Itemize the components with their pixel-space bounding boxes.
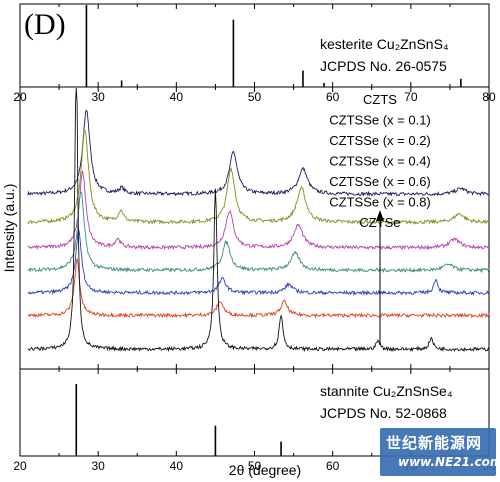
top-annotation-line2: JCPDS No. 26-0575: [320, 58, 447, 74]
x-tick-label: 40: [170, 459, 184, 473]
bottom-annotation-line1: stannite Cu₂ZnSnSe₄: [320, 383, 453, 399]
x-tick-label: 20: [13, 459, 27, 473]
xrd-line: [27, 87, 490, 353]
x-axis-label: 2θ (degree): [229, 462, 301, 478]
x-tick-label: 30: [91, 90, 105, 104]
xrd-line: [27, 258, 490, 319]
x-tick-label: 40: [170, 90, 184, 104]
y-axis-label: Intensity (a.u.): [1, 184, 17, 273]
xrd-line: [27, 170, 490, 251]
x-tick-label: 30: [91, 459, 105, 473]
middle-panel-axis: [19, 87, 490, 369]
x-tick-label: 60: [326, 90, 340, 104]
xrd-line: [27, 129, 490, 226]
legend-entry: CZTSSe (x = 0.6): [329, 174, 431, 189]
top-panel-axis: 20 30 40 50 60 70 80: [13, 4, 496, 104]
x-tick-label: 60: [326, 459, 340, 473]
xrd-line: [27, 109, 490, 198]
legend-entry: CZTSSe (x = 0.2): [329, 133, 431, 148]
watermark-line1: 世纪新能源网: [386, 434, 483, 452]
xrd-line: [27, 191, 490, 274]
watermark-logo: 世纪新能源网 www.NE21.com: [380, 428, 500, 476]
x-tick-label: 80: [482, 90, 496, 104]
legend-entry: CZTSSe (x = 0.4): [329, 154, 431, 169]
top-annotation-line1: kesterite Cu₂ZnSnS₄: [320, 36, 449, 52]
x-tick-label: 50: [248, 459, 262, 473]
legend-entry: CZTS: [363, 92, 397, 107]
middle-panel-frame: [19, 86, 490, 370]
top-reference-bars: [85, 5, 462, 87]
legend-arrowhead: [376, 210, 384, 221]
legend-entry: CZTSSe (x = 0.8): [329, 195, 431, 210]
bottom-reference-bars: [75, 384, 282, 456]
bottom-annotation-line2: JCPDS No. 52-0868: [320, 405, 447, 421]
legend: CZTS CZTSSe (x = 0.1) CZTSSe (x = 0.2) CZTS…: [329, 92, 431, 230]
panel-label: (D): [24, 8, 66, 41]
x-tick-label: 50: [248, 90, 262, 104]
x-tick-label: 20: [13, 90, 27, 104]
legend-entry: CZTSSe (x = 0.1): [329, 113, 431, 128]
xrd-pattern-lines: [27, 87, 490, 353]
watermark-line2: www.NE21.com: [398, 455, 500, 469]
x-tick-label: 70: [404, 90, 418, 104]
xrd-line: [27, 229, 490, 297]
